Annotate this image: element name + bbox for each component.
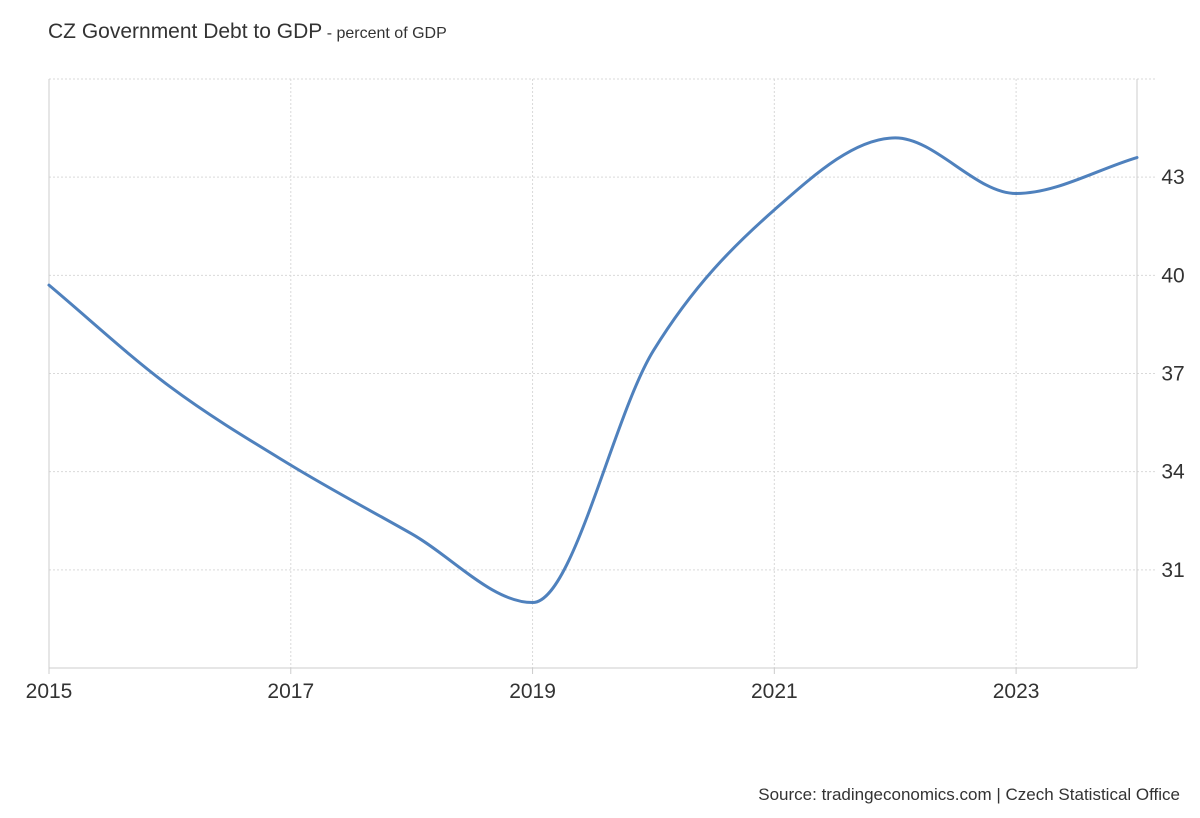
series-line-0 <box>47 136 1139 605</box>
y-tick-label-34: 34 <box>1161 461 1185 484</box>
chart-subtitle: - percent of GDP <box>326 25 447 42</box>
y-tick-label-31: 31 <box>1161 559 1184 582</box>
gridlines <box>48 78 1155 668</box>
series-layer <box>47 136 1139 605</box>
y-tick-label-43: 43 <box>1161 166 1184 189</box>
x-tick-label-2023: 2023 <box>993 680 1040 703</box>
x-tick-label-2021: 2021 <box>751 680 798 703</box>
axes <box>48 79 1138 674</box>
chart-title-main: CZ Government Debt to GDP <box>48 20 323 43</box>
x-tick-label-2015: 2015 <box>26 680 73 703</box>
y-tick-label-40: 40 <box>1161 264 1184 287</box>
y-tick-label-37: 37 <box>1161 363 1184 386</box>
x-tick-label-2017: 2017 <box>267 680 314 703</box>
x-tick-label-2019: 2019 <box>509 680 556 703</box>
source-note: Source: tradingeconomics.com | Czech Sta… <box>758 785 1180 804</box>
chart-title: CZ Government Debt to GDP - percent of G… <box>48 20 447 44</box>
tick-labels: 31 34 37 40 43 2015 2017 2019 2021 2023 <box>26 166 1185 703</box>
